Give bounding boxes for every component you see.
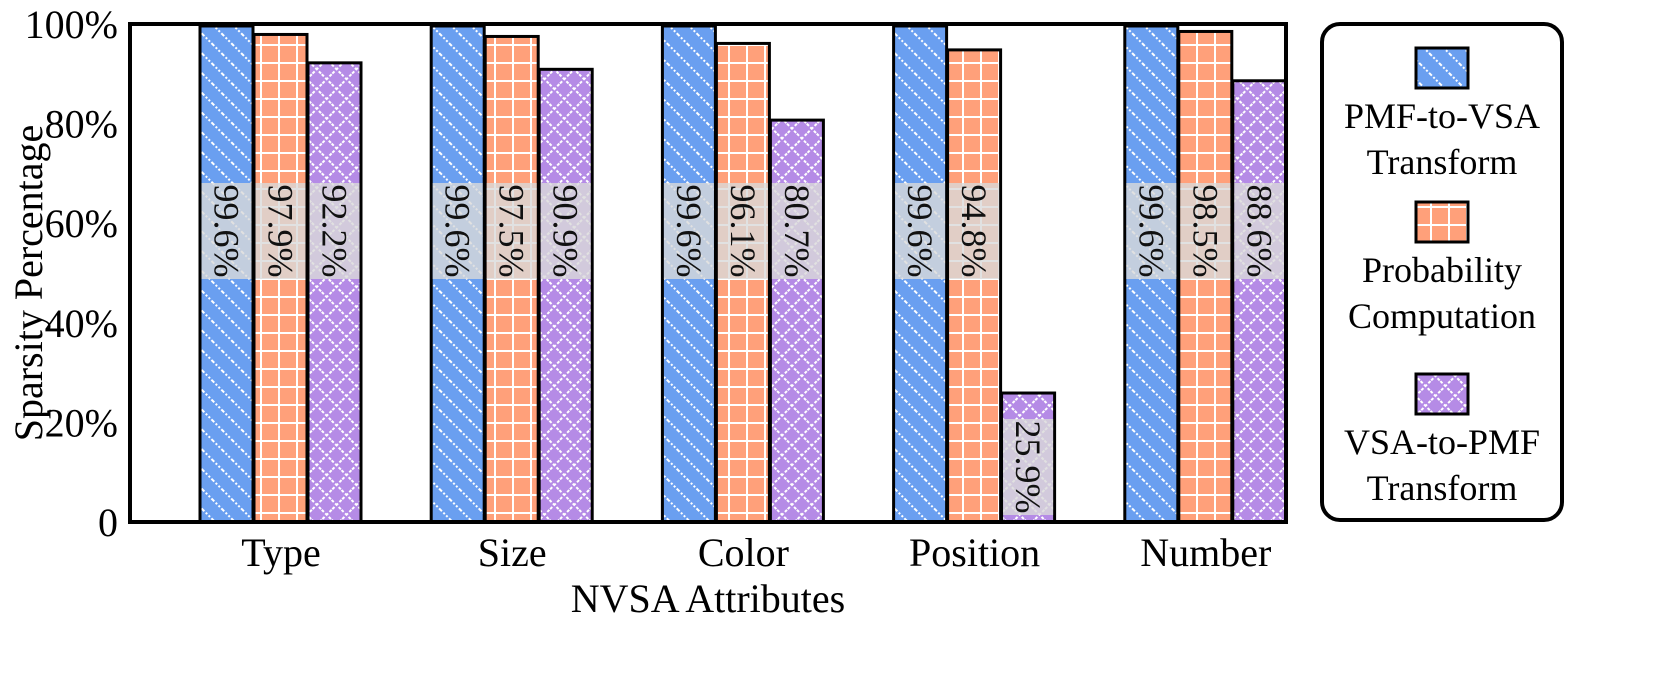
bar — [768, 118, 825, 524]
bar — [537, 67, 594, 524]
data-label: 99.6% — [438, 185, 478, 278]
plot-area-frame — [128, 22, 1288, 524]
data-label: 99.6% — [207, 185, 247, 278]
data-label-bg — [717, 183, 768, 279]
y-tick-label: 60% — [45, 201, 118, 246]
x-tick-label: Size — [478, 530, 547, 575]
legend-label: Transform — [1367, 142, 1518, 182]
bar — [483, 34, 540, 524]
legend-swatch — [1414, 46, 1470, 90]
data-label: 97.9% — [261, 185, 301, 278]
y-tick-label: 0 — [98, 500, 118, 545]
y-tick-label: 20% — [45, 400, 118, 445]
bar — [714, 41, 771, 524]
legend-label: Probability — [1362, 250, 1522, 290]
y-axis-title: Sparsity Percentage — [6, 125, 51, 442]
y-tick-label: 100% — [25, 2, 118, 47]
data-label-bg — [949, 183, 1000, 279]
x-axis-title: NVSA Attributes — [571, 576, 845, 621]
x-tick-label: Color — [698, 530, 789, 575]
data-label-bg — [309, 183, 360, 279]
data-label-bg — [1126, 183, 1177, 279]
bar — [1231, 79, 1288, 524]
data-label: 90.9% — [546, 185, 586, 278]
data-label-bg — [486, 183, 537, 279]
y-axis-ticks: 0 20% 40% 60% 80% 100% — [25, 2, 118, 545]
data-label: 99.6% — [1131, 185, 1171, 278]
data-label-bg — [255, 183, 306, 279]
x-tick-label: Type — [241, 530, 320, 575]
data-label: 25.9% — [1008, 421, 1048, 514]
data-label: 99.6% — [669, 185, 709, 278]
data-label-bg — [201, 183, 252, 279]
legend-label: Transform — [1367, 468, 1518, 508]
data-label: 92.2% — [315, 185, 355, 278]
data-label-bg — [1180, 183, 1231, 279]
bar — [946, 48, 1003, 524]
data-label: 99.6% — [900, 185, 940, 278]
x-axis-ticks: Type Size Color Position Number — [241, 530, 1271, 575]
x-tick-label: Number — [1140, 530, 1271, 575]
data-label: 94.8% — [954, 185, 994, 278]
data-label-bg — [771, 183, 822, 279]
legend-label: VSA-to-PMF — [1344, 422, 1540, 462]
legend-label: PMF-to-VSA — [1344, 96, 1540, 136]
data-label-bg — [432, 183, 483, 279]
data-label: 96.1% — [723, 185, 763, 278]
data-label-bg — [895, 183, 946, 279]
data-label: 88.6% — [1239, 185, 1279, 278]
legend-swatch — [1414, 372, 1470, 416]
y-tick-label: 80% — [45, 102, 118, 147]
legend-swatch — [1414, 200, 1470, 244]
legend-label: Computation — [1348, 296, 1536, 336]
data-label-bg — [540, 183, 591, 279]
legend: PMF-to-VSA Transform Probability Computatio… — [1320, 22, 1564, 522]
data-label: 80.7% — [777, 185, 817, 278]
data-label: 98.5% — [1185, 185, 1225, 278]
legend-frame — [1320, 22, 1564, 522]
data-label: 97.5% — [492, 185, 532, 278]
data-label-bg — [1003, 419, 1054, 515]
x-tick-label: Position — [909, 530, 1040, 575]
y-tick-label: 40% — [45, 301, 118, 346]
data-label-bg — [1234, 183, 1285, 279]
data-labels-layer: 99.6% 97.9% 92.2% 99.6% 97.5% 90.9% 99.6% 96.1%… — [201, 183, 1285, 515]
bar — [306, 61, 363, 524]
data-label-bg — [663, 183, 714, 279]
